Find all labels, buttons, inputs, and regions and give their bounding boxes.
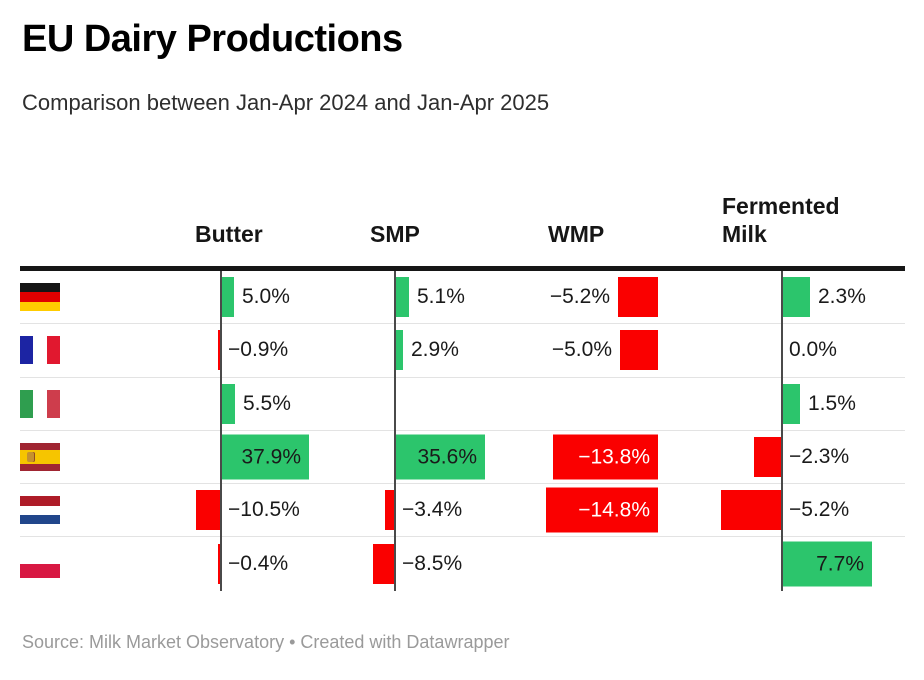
bar-wmp	[618, 277, 658, 318]
column-headers: Butter SMP WMP Fermented Milk	[0, 170, 924, 258]
chart-title: EU Dairy Productions	[22, 18, 403, 60]
flag-stripe	[46, 389, 60, 418]
value-label-butter: −0.4%	[228, 552, 289, 576]
axis-line-butter	[220, 271, 222, 591]
value-label-fm: 0.0%	[789, 338, 837, 362]
flag-stripe	[33, 336, 47, 365]
flag-stripe	[33, 389, 47, 418]
table-row-poland: −0.4% −8.5% 7.7%	[20, 537, 905, 590]
chart-subtitle: Comparison between Jan-Apr 2024 and Jan-…	[22, 90, 550, 115]
bar-fm	[783, 277, 810, 318]
flag-spain-icon	[20, 443, 60, 472]
axis-line-smp	[394, 271, 396, 591]
bar-fm	[783, 383, 800, 424]
bar-butter	[222, 277, 234, 318]
table-row-germany: 5.0% 5.1% −5.2% 2.3%	[20, 271, 905, 325]
column-header-fermented-milk: Fermented Milk	[722, 192, 840, 247]
flag-stripe	[20, 564, 60, 579]
flag-stripe	[20, 336, 34, 365]
source-footer: Source: Milk Market Observatory • Create…	[22, 632, 510, 652]
table-row-italy: 5.5% 1.5%	[20, 378, 905, 431]
value-label-fm: 2.3%	[818, 285, 866, 309]
value-label-smp: 5.1%	[417, 285, 465, 309]
flag-stripe	[20, 292, 60, 302]
value-label-butter: 5.0%	[242, 285, 290, 309]
flag-stripe	[20, 450, 60, 465]
axis-line-fm	[781, 271, 783, 591]
bar-butter	[222, 434, 309, 480]
value-label-fm: −2.3%	[789, 445, 850, 469]
value-label-smp: −3.4%	[402, 498, 463, 522]
flag-stripe	[20, 443, 60, 451]
column-header-butter: Butter	[195, 220, 263, 247]
flag-stripe	[20, 283, 60, 293]
value-label-fm: 1.5%	[808, 391, 856, 415]
value-label-wmp: −14.8%	[578, 498, 650, 522]
bar-wmp	[553, 434, 658, 480]
table-body: 5.0% 5.1% −5.2% 2.3% −0.9% 2.9% −5.0% 0.0% 5.5% 1…	[20, 271, 905, 591]
flag-stripe	[20, 505, 60, 515]
flag-stripe	[20, 550, 60, 565]
flag-stripe	[20, 301, 60, 312]
bar-smp	[396, 277, 409, 318]
bar-smp	[385, 490, 394, 531]
bar-smp	[396, 330, 403, 371]
value-label-butter: 37.9%	[241, 445, 301, 469]
bar-butter	[218, 544, 220, 585]
value-label-butter: −0.9%	[228, 338, 289, 362]
value-label-butter: 5.5%	[243, 391, 291, 415]
bar-smp	[373, 544, 394, 585]
flag-france-icon	[20, 336, 60, 365]
bar-fm	[754, 437, 781, 478]
bar-smp	[396, 434, 485, 480]
header-rule	[20, 266, 905, 271]
flag-emblem	[27, 452, 35, 463]
bar-butter	[196, 490, 220, 531]
bar-wmp	[546, 487, 658, 533]
flag-poland-icon	[20, 550, 60, 579]
value-label-smp: −8.5%	[402, 552, 463, 576]
table-row-france: −0.9% 2.9% −5.0% 0.0%	[20, 324, 905, 378]
flag-stripe	[46, 336, 60, 365]
bar-fm	[783, 541, 872, 587]
column-header-wmp: WMP	[548, 220, 605, 247]
table-row-netherlands: −10.5% −3.4% −14.8% −5.2%	[20, 484, 905, 538]
flag-stripe	[20, 496, 60, 506]
flag-netherlands-icon	[20, 496, 60, 525]
value-label-wmp: −13.8%	[578, 445, 650, 469]
table-row-spain: 37.9% 35.6% −13.8% −2.3%	[20, 431, 905, 485]
value-label-fm: −5.2%	[789, 498, 850, 522]
flag-stripe	[20, 389, 34, 418]
value-label-wmp: −5.2%	[549, 285, 610, 309]
flag-stripe	[20, 464, 60, 472]
flag-italy-icon	[20, 389, 60, 418]
flag-stripe	[20, 514, 60, 525]
flag-germany-icon	[20, 283, 60, 312]
column-header-smp: SMP	[370, 220, 420, 247]
bar-wmp	[620, 330, 658, 371]
bar-butter	[218, 330, 220, 371]
bar-fm	[721, 490, 781, 531]
value-label-wmp: −5.0%	[551, 338, 612, 362]
value-label-butter: −10.5%	[228, 498, 300, 522]
value-label-smp: 2.9%	[411, 338, 459, 362]
value-label-fm: 7.7%	[816, 552, 864, 576]
value-label-smp: 35.6%	[417, 445, 477, 469]
bar-butter	[222, 383, 235, 424]
